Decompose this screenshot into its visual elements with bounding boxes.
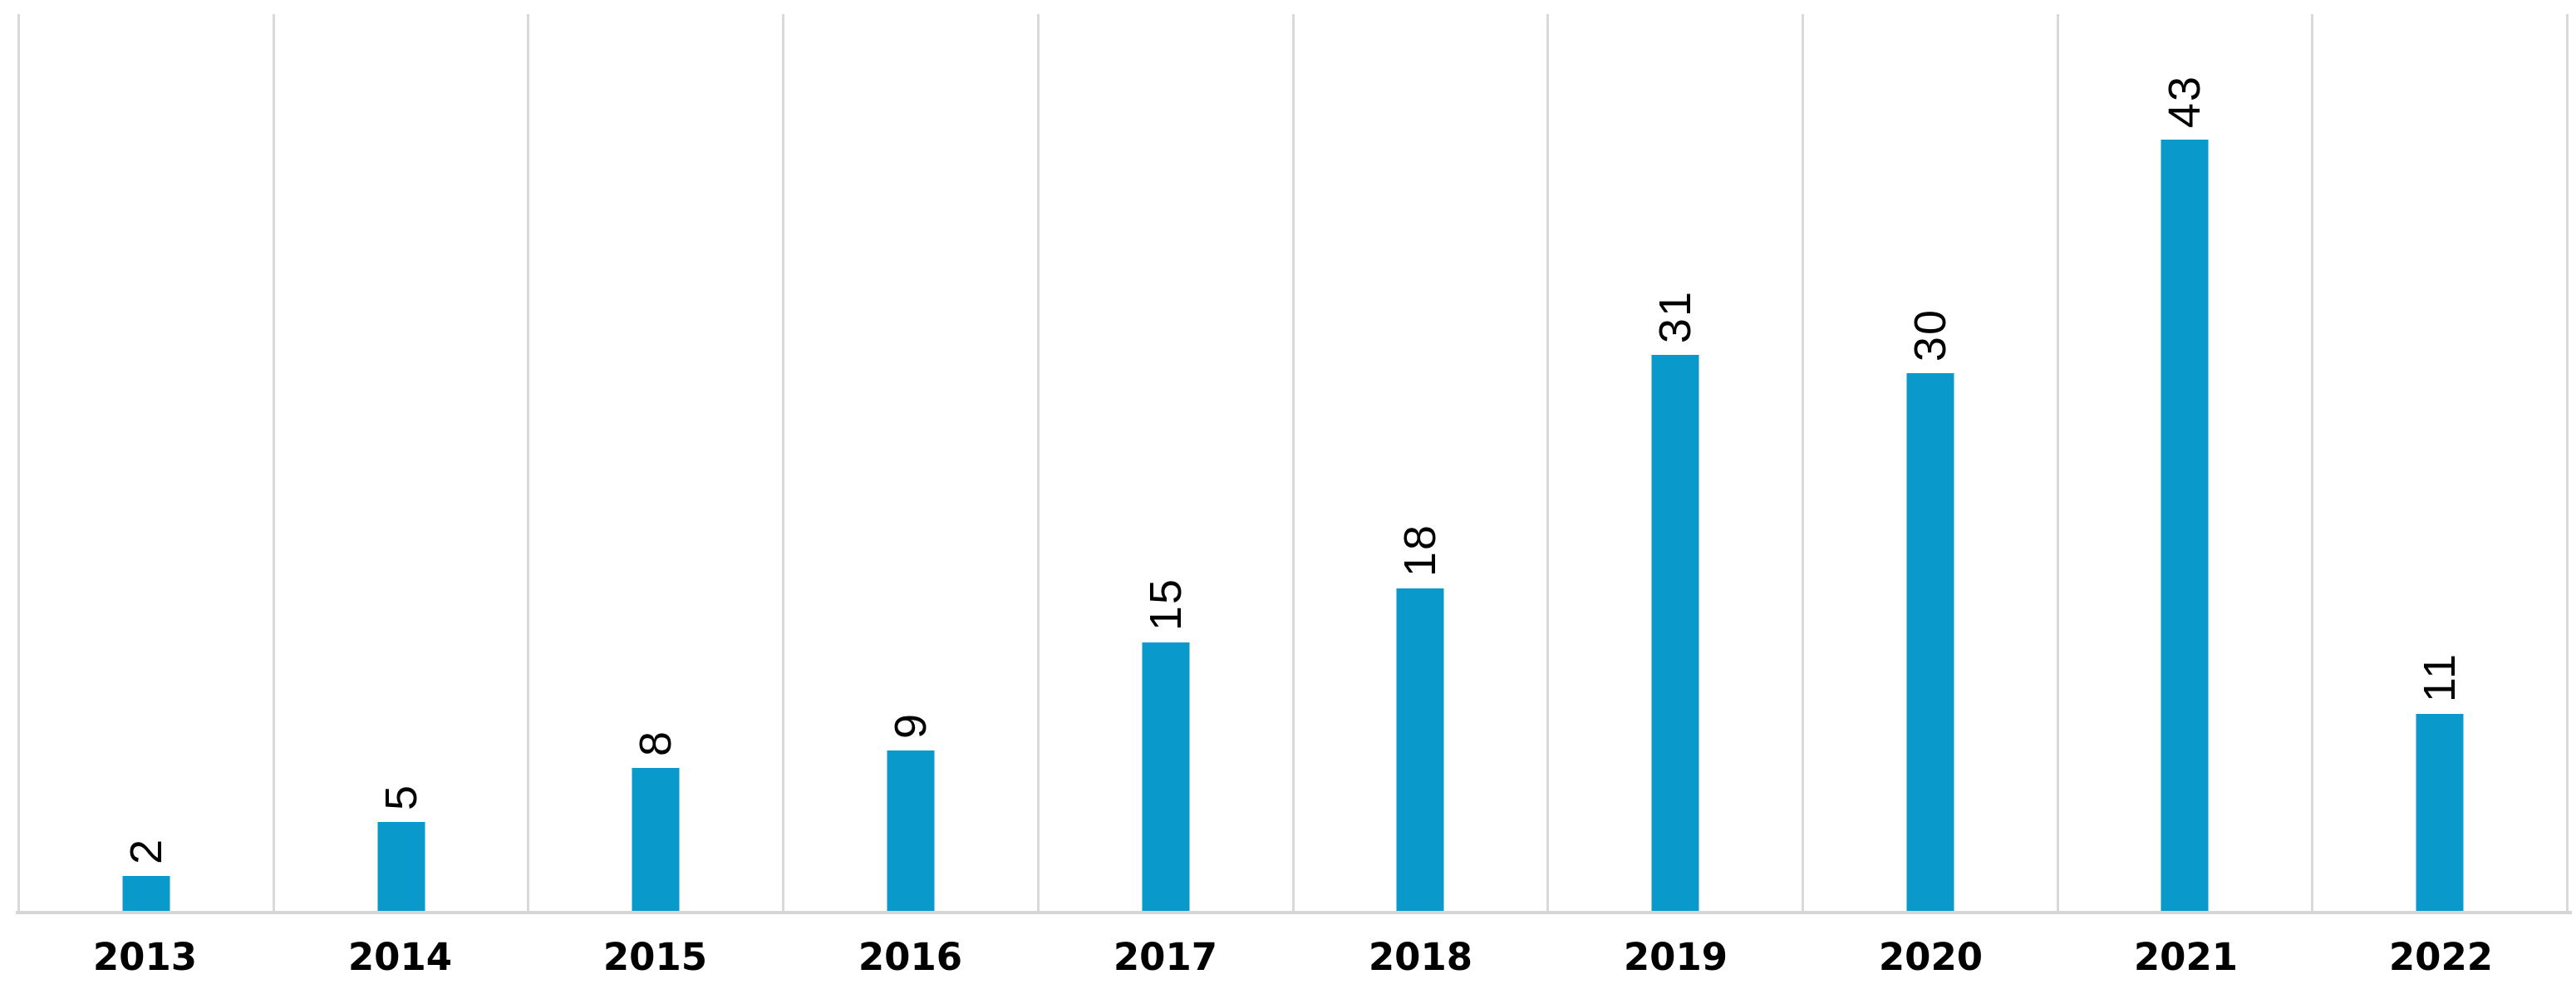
data-label-2017: 15	[1140, 577, 1191, 631]
chart-column-2018: 18	[1291, 14, 1547, 912]
data-label-2015: 8	[631, 729, 681, 756]
chart-column-2015: 8	[527, 14, 782, 912]
bar-2017	[1142, 642, 1190, 912]
chart-column-2020: 30	[1801, 14, 2057, 912]
x-axis-label-2013: 2013	[92, 935, 198, 979]
x-axis-line	[16, 911, 2572, 914]
bar-2022	[2416, 714, 2464, 912]
plot-area: 2 5 8 9 15 18 31 30 43 11	[17, 14, 2569, 912]
chart-column-2022: 11	[2311, 14, 2566, 912]
data-label-2018: 18	[1395, 523, 1446, 577]
x-axis-label-2019: 2019	[1623, 935, 1728, 979]
bar-2019	[1651, 355, 1699, 912]
x-axis-label-2020: 2020	[1878, 935, 1984, 979]
x-axis-label-2021: 2021	[2133, 935, 2239, 979]
x-axis-label-2022: 2022	[2388, 935, 2494, 979]
chart-column-2017: 15	[1036, 14, 1292, 912]
data-label-2021: 43	[2160, 74, 2210, 128]
bar-2018	[1396, 588, 1444, 912]
data-label-2016: 9	[885, 711, 936, 739]
bar-2015	[632, 768, 680, 912]
chart-column-2019: 31	[1546, 14, 1802, 912]
data-label-2013: 2	[120, 837, 171, 864]
chart-column-2021: 43	[2056, 14, 2312, 912]
bar-2016	[887, 750, 935, 912]
x-axis-label-2014: 2014	[347, 935, 453, 979]
bar-2013	[122, 876, 170, 912]
data-label-2022: 11	[2415, 652, 2465, 702]
bar-2021	[2161, 140, 2209, 912]
x-axis-label-2018: 2018	[1368, 935, 1473, 979]
chart-column-2014: 5	[272, 14, 528, 912]
x-axis-label-2016: 2016	[858, 935, 963, 979]
data-label-2014: 5	[376, 783, 426, 810]
bar-2020	[1906, 373, 1954, 912]
bar-2014	[377, 822, 425, 912]
data-label-2019: 31	[1650, 289, 1701, 343]
x-axis-labels: 2013 2014 2015 2016 2017 2018 2019 2020 2021 2022	[17, 928, 2569, 992]
data-label-2020: 30	[1905, 308, 1955, 362]
chart-column-2013: 2	[17, 14, 273, 912]
chart-column-2016: 9	[782, 14, 1037, 912]
x-axis-label-2017: 2017	[1113, 935, 1218, 979]
x-axis-label-2015: 2015	[602, 935, 708, 979]
